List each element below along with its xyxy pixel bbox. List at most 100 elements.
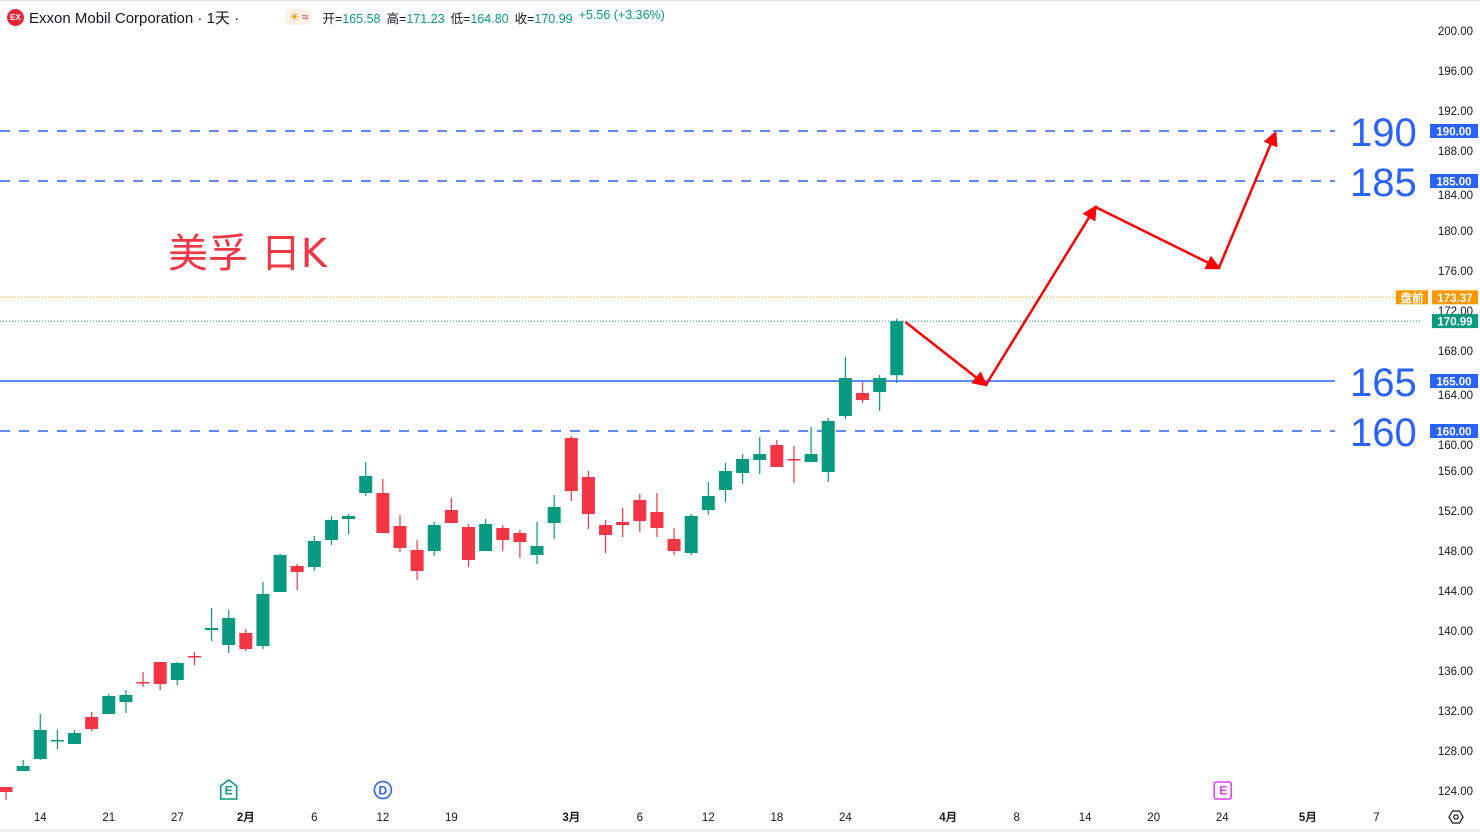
sun-icon: ☀ — [289, 10, 300, 24]
candle-body — [187, 656, 201, 658]
candle[interactable] — [290, 564, 304, 590]
settings-gear-icon[interactable] — [1448, 810, 1464, 824]
earnings-upcoming-event-icon[interactable]: E — [1213, 781, 1233, 800]
candle[interactable] — [376, 479, 390, 533]
candle[interactable] — [0, 787, 13, 800]
candle[interactable] — [564, 436, 578, 501]
candle[interactable] — [479, 519, 493, 551]
candle[interactable] — [787, 446, 801, 483]
change-value: +5.56 (+3.36%) — [578, 7, 665, 22]
candle-body — [684, 516, 698, 553]
candle-body — [718, 471, 732, 490]
level-badge-185: 185.00 — [1436, 177, 1471, 189]
candle[interactable] — [667, 528, 681, 555]
y-tick-label: 160.00 — [1438, 440, 1473, 452]
candle[interactable] — [153, 662, 167, 690]
projection-arrow[interactable] — [1094, 205, 1222, 270]
candle-body — [342, 516, 356, 519]
x-tick-label: 3月 — [562, 811, 580, 824]
candle[interactable] — [650, 493, 664, 537]
candle[interactable] — [701, 482, 715, 515]
session-indicator[interactable]: ☀ ≈ — [285, 9, 313, 25]
candle[interactable] — [873, 375, 887, 411]
event-letter: E — [225, 784, 233, 798]
candle[interactable] — [616, 508, 630, 537]
candle[interactable] — [821, 418, 835, 482]
candle[interactable] — [838, 357, 852, 419]
candle[interactable] — [119, 690, 133, 713]
candle[interactable] — [16, 760, 30, 771]
candle[interactable] — [307, 536, 321, 571]
candle[interactable] — [444, 498, 458, 523]
candle[interactable] — [496, 525, 510, 551]
candle[interactable] — [256, 582, 270, 649]
candle[interactable] — [804, 427, 818, 462]
candle[interactable] — [633, 494, 647, 532]
candle[interactable] — [530, 522, 544, 564]
low-value: 164.80 — [470, 11, 509, 26]
candle-body — [85, 717, 99, 729]
candle[interactable] — [410, 540, 424, 580]
candle[interactable] — [50, 730, 64, 749]
candle-body — [0, 787, 13, 792]
candle-body — [50, 740, 64, 742]
projection-arrow[interactable] — [1217, 130, 1278, 269]
candle-body — [462, 527, 476, 560]
candle[interactable] — [753, 437, 767, 474]
level-label-165: 165 — [1350, 361, 1417, 405]
candle[interactable] — [547, 495, 561, 539]
candle-body — [530, 546, 544, 555]
candle[interactable] — [393, 515, 407, 552]
candle[interactable] — [342, 514, 356, 534]
candle[interactable] — [462, 524, 476, 567]
candle[interactable] — [427, 522, 441, 556]
candle[interactable] — [718, 463, 732, 502]
candle[interactable] — [102, 694, 116, 714]
candle-body — [359, 476, 373, 493]
dividend-event-icon[interactable]: D — [373, 780, 393, 800]
candle[interactable] — [513, 530, 527, 558]
projection-arrow[interactable] — [904, 321, 988, 387]
candle[interactable] — [187, 652, 201, 665]
candle[interactable] — [324, 516, 338, 545]
candle[interactable] — [136, 672, 150, 687]
level-label-190: 190 — [1350, 111, 1417, 155]
candle-body — [599, 525, 613, 535]
candle[interactable] — [359, 462, 373, 496]
projection-arrow[interactable] — [984, 204, 1097, 386]
candle[interactable] — [239, 629, 253, 651]
candle-body — [873, 378, 887, 392]
x-tick-label: 14 — [34, 812, 47, 824]
open-value: 165.58 — [342, 11, 381, 26]
candle[interactable] — [856, 382, 869, 403]
candle-body — [410, 550, 424, 571]
x-tick-label: 24 — [839, 812, 852, 824]
dividend-circle — [373, 780, 393, 800]
candle-body — [68, 733, 82, 744]
y-tick-label: 140.00 — [1438, 626, 1473, 638]
candle[interactable] — [770, 440, 784, 467]
candle-body — [376, 493, 390, 533]
candle[interactable] — [222, 610, 236, 653]
high-value: 171.23 — [406, 11, 445, 26]
candle[interactable] — [273, 554, 287, 592]
candle[interactable] — [890, 318, 904, 383]
candle[interactable] — [684, 514, 698, 555]
level-badge-165: 165.00 — [1436, 377, 1471, 389]
candle[interactable] — [85, 712, 99, 731]
earnings-event-icon[interactable]: E — [219, 779, 238, 800]
y-tick-label: 168.00 — [1438, 346, 1473, 358]
candle-body — [701, 496, 715, 510]
symbol-title[interactable]: Exxon Mobil Corporation · 1天 · — [29, 9, 240, 27]
y-tick-label: 176.00 — [1438, 266, 1473, 278]
candle[interactable] — [736, 454, 750, 484]
candle[interactable] — [581, 471, 595, 529]
x-tick-label: 21 — [102, 812, 115, 824]
bottom-border — [0, 829, 1480, 832]
candle[interactable] — [68, 730, 82, 744]
candle[interactable] — [205, 608, 219, 641]
candle[interactable] — [170, 662, 184, 685]
candle[interactable] — [599, 520, 613, 553]
candle[interactable] — [33, 714, 47, 760]
